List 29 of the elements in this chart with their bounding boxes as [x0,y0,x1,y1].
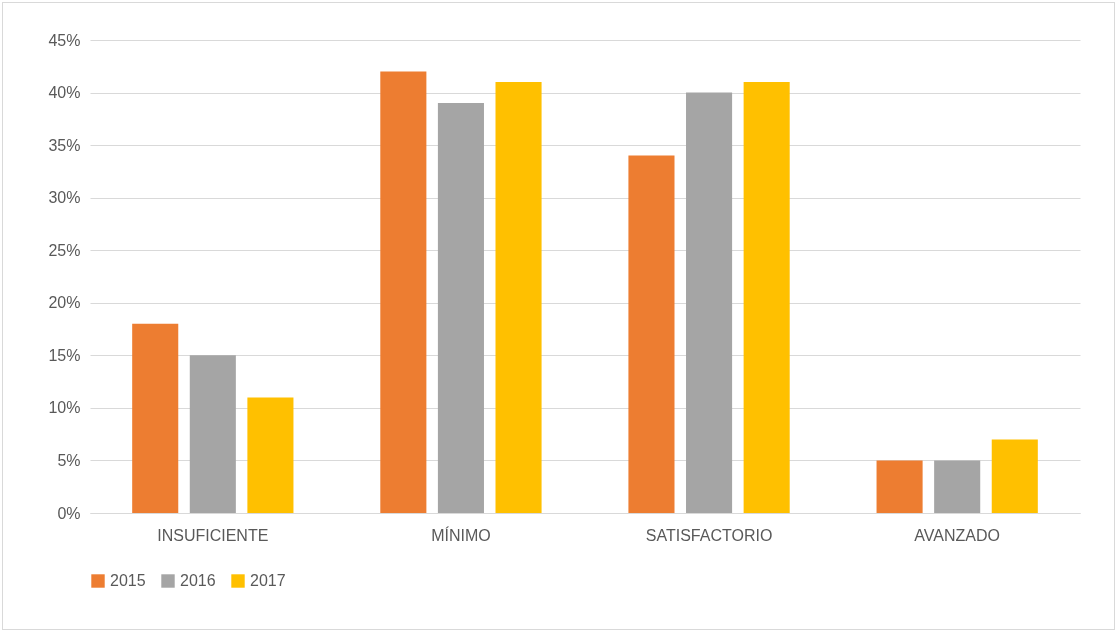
y-tick-label: 35% [48,136,81,154]
y-tick-label: 15% [48,346,81,364]
bar [743,82,790,513]
y-tick-label: 45% [48,31,81,49]
legend-label: 2016 [180,572,216,589]
legend-label: 2017 [250,572,286,589]
bar [247,397,294,513]
x-tick-label: AVANZADO [914,526,1000,544]
x-tick-label: SATISFACTORIO [645,526,773,544]
y-tick-label: 0% [57,504,81,522]
bar [934,460,981,513]
x-tick-label: MÍNIMO [431,525,491,544]
bar [495,82,542,513]
legend-label: 2015 [110,572,146,589]
bar [876,460,923,513]
y-tick-label: 40% [48,84,81,102]
bar [132,323,179,513]
y-tick-label: 10% [48,399,81,417]
bar [189,355,236,513]
bar [686,92,733,513]
bar [628,155,675,513]
y-tick-label: 25% [48,241,81,259]
y-tick-label: 5% [57,451,81,469]
bar [991,439,1038,513]
x-tick-label: INSUFICIENTE [157,526,269,544]
y-tick-label: 20% [48,294,81,312]
bar [437,103,484,513]
bar [380,71,427,513]
y-tick-label: 30% [48,189,81,207]
